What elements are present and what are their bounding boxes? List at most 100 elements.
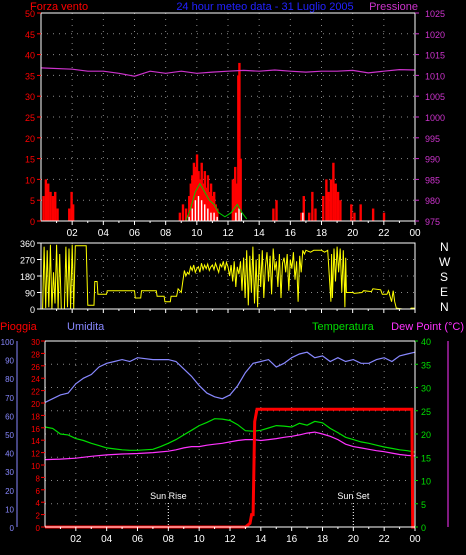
pressure-title: Pressione bbox=[369, 1, 418, 13]
rain-y-tick-label: 4 bbox=[36, 499, 41, 508]
wind-gust-bar bbox=[216, 208, 219, 221]
humidity-y-tick-label: 30 bbox=[5, 468, 14, 477]
dew-point-label: Dew Point (°C) bbox=[391, 321, 464, 333]
temp-y-tick-label: 10 bbox=[421, 477, 431, 487]
humidity-y-tick-label: 90 bbox=[5, 357, 14, 366]
humidity-line bbox=[44, 351, 416, 403]
wind-title: Forza vento bbox=[30, 1, 88, 13]
rain-y-tick-label: 14 bbox=[31, 437, 40, 446]
rain-y-tick-label: 28 bbox=[31, 350, 40, 359]
wind-gust-bar bbox=[211, 196, 214, 221]
temp-y-tick-label: 5 bbox=[421, 500, 426, 510]
wind-gust-bar bbox=[234, 166, 237, 221]
x-tick-label: 22 bbox=[378, 228, 390, 239]
wind-gust-bar bbox=[191, 175, 194, 221]
temp-y-tick-label: 30 bbox=[421, 384, 431, 394]
wind-gust-bar bbox=[300, 212, 303, 221]
pressure-y-tick-label: 985 bbox=[425, 175, 440, 185]
temp-y-tick-label: 0 bbox=[421, 523, 426, 533]
wind-avg-bar bbox=[197, 196, 200, 221]
rain-y-tick-label: 16 bbox=[31, 425, 40, 434]
pressure-y-tick-label: 995 bbox=[425, 134, 440, 144]
wind-avg-bar bbox=[207, 208, 209, 221]
x-tick-label: 06 bbox=[132, 534, 144, 545]
humidity-y-tick-label: 100 bbox=[1, 338, 15, 347]
chart-title: 24 hour meteo data - 31 Luglio 2005 bbox=[176, 1, 353, 13]
wind-gust-bar bbox=[334, 183, 337, 221]
wind-gust-bar bbox=[350, 204, 353, 221]
atmosphere-series: Sun Rise Sun Set bbox=[44, 351, 416, 529]
rain-y-tick-label: 2 bbox=[36, 512, 41, 521]
humidity-y-tick-label: 10 bbox=[5, 505, 14, 514]
x-tick-label: 02 bbox=[70, 534, 82, 545]
atmosphere-grid bbox=[45, 341, 416, 527]
wind-gust-bar bbox=[302, 196, 305, 221]
wind-gust-bar bbox=[205, 187, 208, 221]
temperature-label: Temperatura bbox=[312, 321, 375, 333]
wind-avg-bar bbox=[213, 212, 215, 221]
wind-gust-bar bbox=[329, 179, 333, 221]
rain-y-tick-label: 20 bbox=[31, 400, 40, 409]
rain-y-tick-label: 18 bbox=[31, 412, 40, 421]
x-tick-label: 02 bbox=[67, 228, 79, 239]
wind-avg-bar bbox=[216, 216, 218, 221]
wind-panel: 02 04 06 08 10 12 14 16 18 20 22 000510152025303540… bbox=[25, 9, 445, 239]
wind-avg-bar bbox=[210, 212, 212, 221]
wind-gust-bar bbox=[71, 204, 75, 221]
wind-gust-bar bbox=[272, 208, 275, 221]
wind-gust-bar bbox=[192, 162, 196, 221]
humidity-y-tick-label: 60 bbox=[5, 412, 14, 421]
wind-gust-bar bbox=[181, 204, 185, 221]
wind-y-tick-label: 50 bbox=[25, 9, 35, 19]
wind-light-line bbox=[185, 182, 248, 222]
compass-w: W bbox=[439, 255, 451, 269]
humidity-label: Umidita bbox=[67, 321, 105, 333]
wind-avg-bar bbox=[204, 204, 206, 221]
x-tick-label: 18 bbox=[317, 534, 329, 545]
wind-avg-bar bbox=[194, 200, 197, 221]
x-tick-label: 22 bbox=[379, 534, 391, 545]
pressure-y-tick-label: 1015 bbox=[425, 51, 445, 61]
x-tick-label: 00 bbox=[409, 228, 421, 239]
rain-line bbox=[45, 407, 415, 529]
rain-y-tick-label: 0 bbox=[36, 524, 41, 533]
wind-gust-bar bbox=[42, 196, 45, 221]
wind-gust-bar bbox=[325, 179, 328, 221]
wind-avg-bar bbox=[200, 200, 203, 221]
pressure-line bbox=[40, 67, 416, 77]
wind-avg-bar bbox=[235, 212, 237, 221]
rain-y-tick-label: 24 bbox=[31, 375, 40, 384]
wind-ticks: 02 04 06 08 10 12 14 16 18 20 22 000510152025303540… bbox=[25, 9, 445, 239]
wind-avg-bar bbox=[191, 208, 193, 221]
wind-gust-bar bbox=[308, 212, 311, 221]
x-tick-label: 18 bbox=[316, 228, 328, 239]
wind-y-tick-label: 0 bbox=[30, 217, 35, 227]
direction-y-tick-label: 180 bbox=[20, 272, 35, 282]
direction-series bbox=[42, 244, 415, 310]
humidity-y-tick-label: 50 bbox=[5, 431, 14, 440]
rain-y-tick-label: 10 bbox=[31, 462, 40, 471]
x-tick-label: 20 bbox=[347, 228, 359, 239]
wind-series bbox=[40, 62, 416, 222]
wind-gust-bar bbox=[235, 183, 238, 221]
wind-gust-bar bbox=[54, 191, 57, 221]
wind-gust-bar bbox=[195, 154, 199, 221]
wind-gust-bar bbox=[68, 208, 71, 221]
pressure-y-tick-label: 1025 bbox=[425, 9, 445, 19]
compass-n-bottom: N bbox=[440, 300, 449, 314]
wind-gust-bar bbox=[189, 183, 192, 221]
wind-gust-bar bbox=[214, 204, 217, 221]
wind-gust-bar bbox=[198, 179, 202, 221]
x-tick-label: 08 bbox=[160, 228, 172, 239]
wind-gust-bar bbox=[371, 208, 375, 221]
wind-gust-bar bbox=[212, 191, 216, 221]
wind-avg-bar bbox=[238, 208, 240, 221]
wind-gust-bar bbox=[178, 212, 182, 221]
wind-gust-bar bbox=[322, 196, 325, 221]
direction-y-tick-label: 360 bbox=[20, 239, 35, 249]
wind-gust-bar bbox=[336, 191, 340, 221]
pressure-y-tick-label: 1010 bbox=[425, 71, 445, 81]
wind-avg-bar bbox=[188, 216, 190, 221]
x-tick-label: 04 bbox=[101, 534, 113, 545]
wind-gust-bar bbox=[47, 183, 50, 221]
